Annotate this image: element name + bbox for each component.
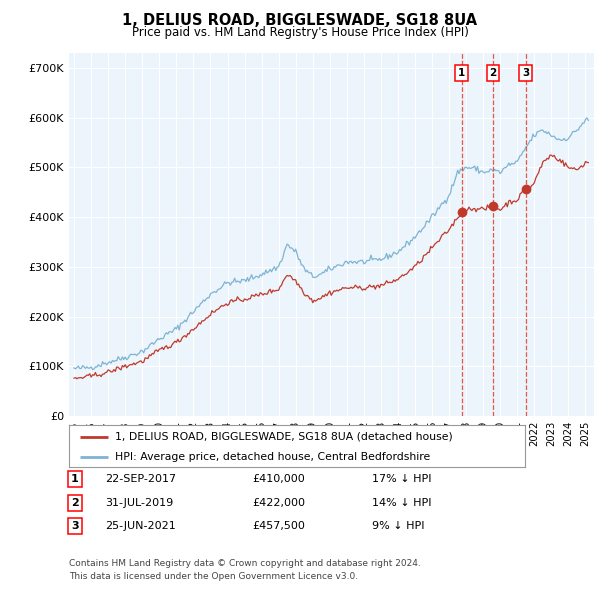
Text: 2: 2 <box>71 498 79 507</box>
Text: 31-JUL-2019: 31-JUL-2019 <box>105 498 173 507</box>
Text: 14% ↓ HPI: 14% ↓ HPI <box>372 498 431 507</box>
Text: 1: 1 <box>71 474 79 484</box>
Text: 9% ↓ HPI: 9% ↓ HPI <box>372 522 425 531</box>
Text: 17% ↓ HPI: 17% ↓ HPI <box>372 474 431 484</box>
Text: £422,000: £422,000 <box>252 498 305 507</box>
Text: This data is licensed under the Open Government Licence v3.0.: This data is licensed under the Open Gov… <box>69 572 358 581</box>
Text: 2: 2 <box>490 68 497 78</box>
Text: 1: 1 <box>458 68 465 78</box>
Text: Contains HM Land Registry data © Crown copyright and database right 2024.: Contains HM Land Registry data © Crown c… <box>69 559 421 568</box>
Text: 1, DELIUS ROAD, BIGGLESWADE, SG18 8UA: 1, DELIUS ROAD, BIGGLESWADE, SG18 8UA <box>122 13 478 28</box>
Text: 1, DELIUS ROAD, BIGGLESWADE, SG18 8UA (detached house): 1, DELIUS ROAD, BIGGLESWADE, SG18 8UA (d… <box>115 432 452 442</box>
Text: 22-SEP-2017: 22-SEP-2017 <box>105 474 176 484</box>
Text: 3: 3 <box>71 522 79 531</box>
Text: HPI: Average price, detached house, Central Bedfordshire: HPI: Average price, detached house, Cent… <box>115 452 430 461</box>
Text: 3: 3 <box>522 68 529 78</box>
Text: £457,500: £457,500 <box>252 522 305 531</box>
Text: £410,000: £410,000 <box>252 474 305 484</box>
Text: 25-JUN-2021: 25-JUN-2021 <box>105 522 176 531</box>
Text: Price paid vs. HM Land Registry's House Price Index (HPI): Price paid vs. HM Land Registry's House … <box>131 26 469 39</box>
